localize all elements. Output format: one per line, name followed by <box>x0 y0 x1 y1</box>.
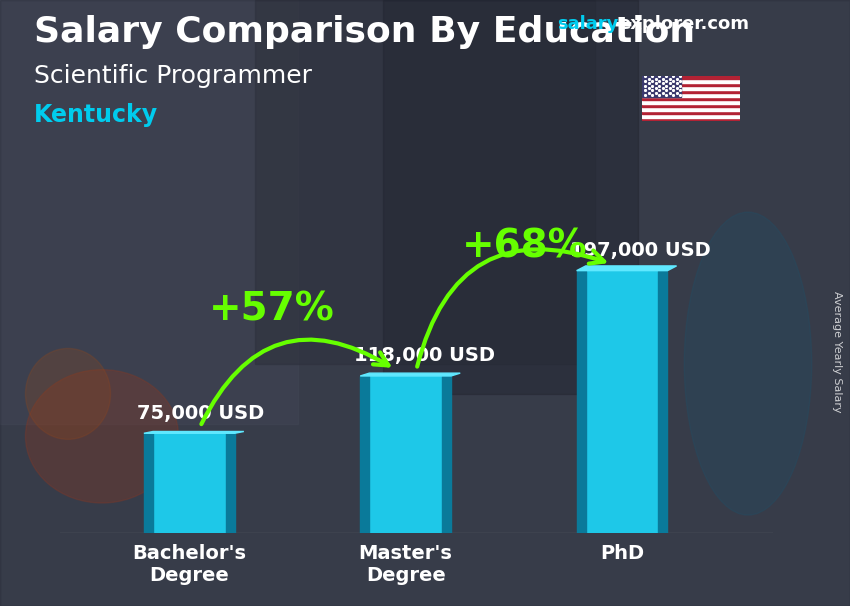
Bar <box>576 271 586 533</box>
Bar <box>642 79 740 83</box>
Text: Scientific Programmer: Scientific Programmer <box>34 64 312 88</box>
Bar <box>642 86 740 90</box>
Text: +57%: +57% <box>208 290 334 328</box>
Bar <box>576 271 667 533</box>
Bar <box>642 76 740 79</box>
Text: Salary Comparison By Education: Salary Comparison By Education <box>34 15 695 49</box>
Text: 197,000 USD: 197,000 USD <box>570 241 711 260</box>
Bar <box>642 90 740 93</box>
Bar <box>0 0 298 424</box>
Text: salary: salary <box>557 15 618 33</box>
Polygon shape <box>576 266 677 271</box>
Bar <box>642 114 740 118</box>
Bar <box>360 376 451 533</box>
Bar <box>442 376 451 533</box>
Bar <box>225 433 235 533</box>
Polygon shape <box>144 431 244 433</box>
Bar <box>642 111 740 114</box>
Bar <box>642 76 681 97</box>
Bar <box>255 0 595 364</box>
Bar <box>382 0 638 394</box>
Polygon shape <box>360 373 460 376</box>
Ellipse shape <box>684 212 812 515</box>
Bar <box>642 93 740 97</box>
Bar <box>642 104 740 107</box>
Bar <box>642 97 740 100</box>
Bar <box>642 83 740 86</box>
Bar <box>642 118 740 121</box>
Bar <box>659 271 667 533</box>
Text: Average Yearly Salary: Average Yearly Salary <box>832 291 842 412</box>
Text: explorer.com: explorer.com <box>618 15 749 33</box>
Text: 75,000 USD: 75,000 USD <box>138 404 264 422</box>
Bar <box>144 433 153 533</box>
Text: 118,000 USD: 118,000 USD <box>354 346 495 365</box>
Text: Kentucky: Kentucky <box>34 103 158 127</box>
Bar <box>642 100 740 104</box>
Ellipse shape <box>26 348 110 439</box>
Bar <box>642 107 740 111</box>
Ellipse shape <box>26 370 178 503</box>
Bar <box>144 433 235 533</box>
Text: +68%: +68% <box>462 228 587 265</box>
Bar <box>360 376 370 533</box>
